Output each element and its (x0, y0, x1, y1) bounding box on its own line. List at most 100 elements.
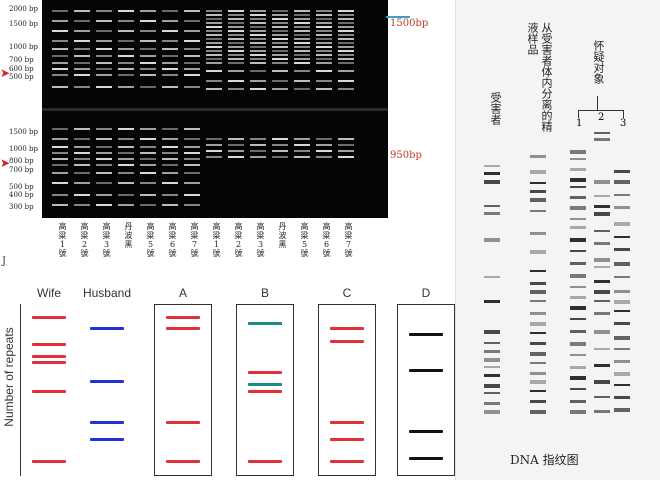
fingerprint-band (484, 238, 500, 242)
gel-band (294, 156, 310, 158)
gel-band (272, 42, 288, 44)
fingerprint-band (530, 270, 546, 272)
gel-band (118, 194, 134, 196)
gel-band (272, 156, 288, 158)
lane-label-9: 高粱3號 (256, 222, 265, 258)
gel-band (294, 50, 310, 52)
gel-band (52, 68, 68, 70)
repeat-band-alt-3-0 (248, 322, 282, 326)
gel-band (316, 22, 332, 24)
gel-band (162, 48, 178, 50)
fingerprint-band (530, 322, 546, 326)
gel-band (206, 58, 222, 60)
gel-band (96, 48, 112, 50)
gel-band (206, 62, 222, 64)
repeats-left-frame (20, 304, 21, 476)
gel-band (184, 68, 200, 70)
gel-band (74, 30, 90, 32)
marker-top-label: 1500bp (390, 18, 429, 29)
gel-band (96, 138, 112, 140)
gel-band (228, 80, 244, 82)
gel-band (52, 48, 68, 50)
gel-band (140, 152, 156, 154)
size-label-bottom-5: 400 bp (9, 191, 34, 199)
gel-band (184, 152, 200, 154)
lane-label-0: 高粱1號 (58, 222, 67, 258)
fingerprint-band (594, 258, 610, 262)
gel-band (140, 138, 156, 140)
fingerprint-band (484, 205, 500, 207)
gel-band (140, 128, 156, 130)
size-label-bottom-2: 800 bp (9, 157, 34, 165)
gel-band (52, 62, 68, 64)
gel-band (228, 26, 244, 28)
gel-band (140, 182, 156, 184)
fingerprint-band (570, 388, 586, 390)
gel-band (140, 204, 156, 206)
gel-band (338, 80, 354, 82)
gel-band (162, 164, 178, 166)
gel-band (96, 30, 112, 32)
fingerprint-band (530, 400, 546, 403)
gel-band (140, 74, 156, 76)
gel-band (74, 158, 90, 160)
gel-band (272, 50, 288, 52)
fingerprint-band (614, 194, 630, 196)
repeat-band-0-4 (32, 389, 66, 393)
gel-band (184, 182, 200, 184)
fingerprint-band (484, 212, 500, 215)
corner-mark: J (2, 256, 7, 267)
gel-band (52, 164, 68, 166)
gel-band (74, 10, 90, 12)
gel-band (316, 80, 332, 82)
gel-band (118, 182, 134, 184)
suspect-3-number: 3 (620, 118, 627, 129)
gel-band (52, 158, 68, 160)
gel-band (338, 144, 354, 146)
gel-band (140, 55, 156, 57)
gel-band (272, 58, 288, 60)
gel-band (162, 68, 178, 70)
gel-band (96, 152, 112, 154)
gel-band (228, 22, 244, 24)
gel-band (118, 138, 134, 140)
gel-band (250, 50, 266, 52)
gel-band (118, 68, 134, 70)
fingerprint-band (570, 286, 586, 288)
fingerprint-band (614, 396, 630, 399)
gel-band (338, 26, 354, 28)
gel-band (272, 26, 288, 28)
gel-band (294, 18, 310, 20)
gel-band (294, 22, 310, 24)
fingerprint-band (614, 222, 630, 226)
fingerprint-band (570, 318, 586, 320)
repeat-band-3-2 (248, 389, 282, 393)
gel-band (250, 150, 266, 152)
size-label-top-5: 500 bp (9, 73, 34, 81)
gel-band (118, 55, 134, 57)
suspect-1-number: 1 (576, 118, 583, 129)
fingerprint-band (594, 410, 610, 413)
repeat-band-1-0 (90, 327, 124, 331)
fingerprint-band (570, 150, 586, 154)
gel-band (228, 156, 244, 158)
fingerprint-band (484, 402, 500, 405)
gel-band (184, 10, 200, 12)
gel-band (272, 14, 288, 16)
gel-band (338, 58, 354, 60)
fingerprint-band (570, 354, 586, 356)
gel-band (96, 62, 112, 64)
repeat-band-3-3 (248, 459, 282, 463)
gel-divider (42, 108, 388, 111)
gel-band (74, 40, 90, 42)
repeat-band-4-4 (330, 459, 364, 463)
gel-band (162, 55, 178, 57)
repeat-band-4-3 (330, 437, 364, 441)
gel-band (96, 204, 112, 206)
gel-band (52, 204, 68, 206)
gel-band (250, 58, 266, 60)
gel-band (96, 146, 112, 148)
fingerprint-band (484, 384, 500, 388)
fingerprint-band (530, 300, 546, 302)
fingerprint-band (530, 182, 546, 184)
